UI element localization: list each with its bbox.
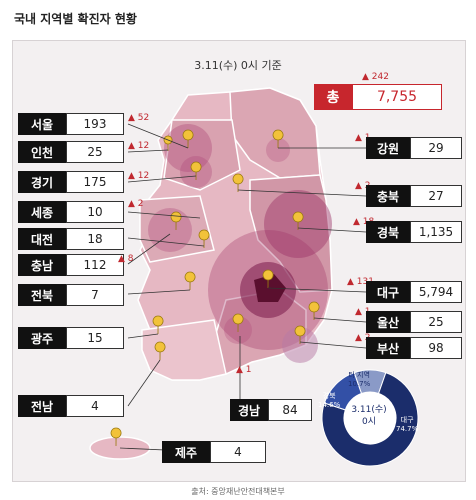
- pin-icon: [184, 271, 196, 291]
- jeonnam-region: [141, 319, 227, 381]
- region-label-chungbuk: 충북 27: [366, 185, 462, 207]
- increase-incheon: ▲ 12: [128, 141, 150, 151]
- total-value: 7,755: [352, 84, 442, 110]
- region-label-gyeongbuk: 경북 1,135: [366, 221, 462, 243]
- increase-chungnam: ▲ 8: [118, 254, 134, 264]
- pin-icon: [292, 211, 304, 231]
- pin-icon: [308, 301, 320, 321]
- pin-icon: [294, 325, 306, 345]
- region-label-busan: 부산 98: [366, 337, 462, 359]
- pin-icon: [154, 341, 166, 361]
- region-label-seoul: 서울 193: [18, 113, 124, 135]
- pin-icon: [232, 313, 244, 333]
- region-label-jeonbuk: 전북 7: [18, 284, 124, 306]
- region-label-gwangju: 광주 15: [18, 327, 124, 349]
- increase-gyeonggi: ▲ 12: [128, 171, 150, 181]
- pin-icon: [182, 129, 194, 149]
- connector-lines: [119, 123, 367, 453]
- pin-icon: [272, 129, 284, 149]
- region-label-gangwon: 강원 29: [366, 137, 462, 159]
- total-label: 총: [314, 84, 352, 110]
- region-label-gyeongnam: 경남 84: [230, 399, 312, 421]
- gyeongbuk-region: [249, 174, 333, 293]
- region-label-chungnam: 충남 112: [18, 254, 124, 276]
- source-note: 출처: 중앙재난안전대책본부: [191, 487, 285, 496]
- region-label-sejong: 세종 10: [18, 201, 124, 223]
- pin-icon: [152, 315, 164, 335]
- donut-hole: [344, 392, 396, 444]
- region-label-ulsan: 울산 25: [366, 311, 462, 333]
- gyeonggi-region: [163, 119, 241, 191]
- region-label-daegu: 대구 5,794: [366, 281, 462, 303]
- region-label-incheon: 인천 25: [18, 141, 124, 163]
- busan-bubble: [282, 327, 318, 363]
- increase-seoul: ▲ 52: [128, 113, 150, 123]
- donut-label-gyeongbuk: 경북 14.6%: [318, 392, 341, 409]
- pin-icon: [198, 229, 210, 249]
- total-increase: ▲ 242: [362, 72, 389, 82]
- page-title: 국내 지역별 확진자 현황: [14, 12, 137, 26]
- pin-icon-group: [110, 129, 320, 447]
- increase-gyeongnam: ▲ 1: [236, 365, 252, 375]
- total-box: 총 7,755: [314, 84, 442, 110]
- increase-sejong: ▲ 2: [128, 199, 144, 209]
- gangwon-bubble: [266, 138, 290, 162]
- pin-icon: [262, 269, 274, 289]
- share-donut-chart: [321, 369, 419, 467]
- pin-icon: [163, 135, 173, 152]
- donut-label-daegu: 대구 74.7%: [396, 416, 419, 433]
- donut-center-label: 3.11(수) 0시: [351, 405, 387, 427]
- increase-daegu: ▲ 131: [347, 277, 374, 287]
- region-label-jeonnam: 전남 4: [18, 395, 124, 417]
- region-label-daejeon: 대전 18: [18, 228, 124, 250]
- region-label-gyeonggi: 경기 175: [18, 171, 124, 193]
- pin-icon: [232, 173, 244, 193]
- pin-icon: [110, 427, 122, 447]
- region-label-jeju: 제주 4: [162, 441, 266, 463]
- donut-label-other: 타 지역 10.7%: [348, 371, 371, 388]
- date-subtitle: 3.11(수) 0시 기준: [194, 59, 282, 72]
- pin-icon: [190, 161, 202, 181]
